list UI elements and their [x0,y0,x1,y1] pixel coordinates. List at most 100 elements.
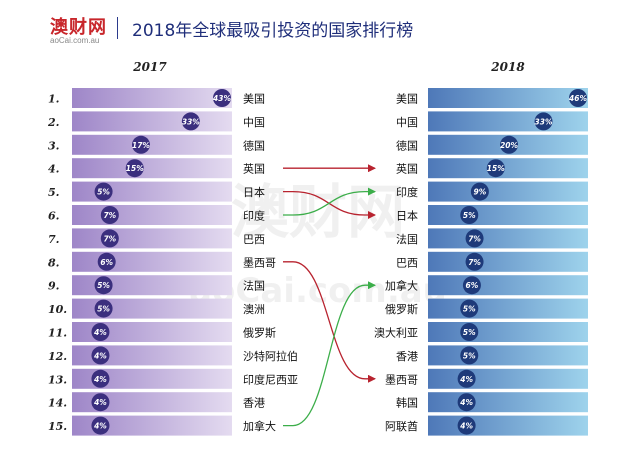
data-label-2018: 4% [460,422,473,431]
bar-2017 [72,368,232,389]
rank-label: 5. [48,186,60,199]
value-badge-2017 [91,369,110,388]
bar-2017 [72,88,232,108]
country-2017: 俄罗斯 [243,327,276,340]
bar-2018 [428,111,588,132]
bar-2017 [72,298,232,319]
country-2017: 英国 [243,162,265,176]
bar-2018 [428,368,588,389]
title-2018: 2018 [490,60,525,74]
data-label-2017: 5% [97,305,110,314]
value-badge-2017 [94,182,113,201]
value-badge-2017 [131,135,150,154]
data-label-2017: 4% [94,351,107,360]
bar-2018 [428,88,588,108]
data-label-2018: 7% [468,234,481,243]
country-2017: 美国 [243,93,265,106]
country-2017: 墨西哥 [243,256,276,269]
country-2018: 德国 [396,138,418,152]
value-badge-2018 [457,393,476,412]
country-2017: 印度尼西亚 [243,372,298,386]
data-label-2017: 17% [132,141,150,150]
country-2018: 香港 [396,350,418,363]
rank-label: 13. [48,373,67,386]
rank-label: 15. [48,420,67,433]
bar-2018 [428,181,588,202]
rank-label: 11. [48,327,67,340]
country-2018: 英国 [396,162,418,176]
data-label-2018: 4% [460,398,473,407]
rank-label: 10. [48,303,67,316]
data-label-2018: 9% [474,188,487,197]
value-badge-2018 [462,276,481,295]
bar-2018 [428,345,588,366]
country-2018: 墨西哥 [385,373,418,386]
rank-label: 3. [48,139,60,152]
country-2017: 法国 [243,279,265,293]
value-badge-2018 [569,89,587,107]
data-label-2017: 43% [213,94,231,103]
value-badge-2017 [91,323,110,341]
country-2018: 阿联酋 [385,419,418,433]
data-label-2018: 46% [569,94,587,103]
bar-2018 [428,322,588,342]
logo-subtext: aoCai.com.au [50,36,100,45]
country-2017: 印度 [243,209,265,223]
data-label-2018: 4% [460,375,473,384]
bar-2017 [72,134,232,155]
header: 澳财网 aoCai.com.au 2018年全球最吸引投资的国家排行榜 [0,0,640,52]
country-2018: 法国 [396,232,418,246]
country-2018: 巴西 [396,256,418,269]
watermark-text: 澳财网 [231,178,405,246]
value-badge-2017 [91,393,110,412]
bar-2017 [72,181,232,202]
rank-label: 12. [48,350,67,363]
country-2017: 德国 [243,138,265,152]
data-label-2018: 7% [468,258,481,267]
rank-label: 1. [48,93,60,106]
watermark-subtext: aoCai.com.au [189,271,447,311]
country-2017: 巴西 [243,233,265,246]
rank-label: 6. [48,210,60,223]
data-label-2018: 33% [535,117,553,126]
rank-label: 2. [47,116,60,129]
bar-2017 [72,275,232,296]
bar-2017 [72,322,232,342]
data-label-2017: 7% [103,211,116,220]
bar-2018 [428,228,588,249]
rank-change-arrow [283,281,376,427]
data-label-2017: 4% [94,422,107,431]
value-badge-2018 [465,252,484,271]
value-badge-2018 [470,182,489,201]
country-2018: 印度 [396,185,418,199]
page-title: 2018年全球最吸引投资的国家排行榜 [132,21,414,41]
logo: 澳财网 [50,17,107,38]
data-label-2018: 5% [463,351,476,360]
value-badge-2017 [91,346,110,365]
data-label-2018: 5% [463,328,476,337]
data-label-2018: 6% [466,281,479,290]
data-label-2017: 4% [94,398,107,407]
value-badge-2017 [97,252,116,271]
country-2018: 日本 [396,209,418,223]
rank-label: 14. [48,397,67,410]
data-label-2017: 15% [126,164,144,173]
bar-2018 [428,392,588,413]
title-divider [117,17,118,39]
country-2018: 澳大利亚 [374,326,418,340]
country-2018: 美国 [396,93,418,106]
rank-change-arrow [283,261,376,383]
country-2017: 香港 [243,397,265,410]
value-badge-2017 [100,229,119,248]
value-badge-2018 [457,369,476,388]
country-2018: 韩国 [396,396,418,410]
value-badge-2017 [125,159,144,178]
data-label-2017: 5% [97,281,110,290]
country-2017: 澳洲 [243,303,265,316]
title-2017: 2017 [132,60,167,74]
value-badge-2017 [100,206,119,224]
bar-2018 [428,205,588,225]
data-label-2018: 5% [463,211,476,220]
data-label-2017: 4% [94,375,107,384]
